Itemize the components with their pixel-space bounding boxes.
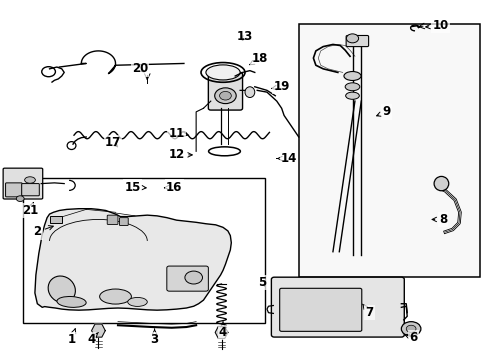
Ellipse shape: [345, 92, 359, 99]
Text: 14: 14: [277, 152, 297, 165]
Ellipse shape: [99, 289, 131, 304]
Ellipse shape: [345, 83, 360, 91]
Text: 2: 2: [33, 225, 53, 238]
Text: 19: 19: [272, 80, 290, 93]
Polygon shape: [215, 327, 228, 338]
Ellipse shape: [48, 276, 75, 303]
Circle shape: [16, 196, 24, 202]
FancyBboxPatch shape: [5, 183, 22, 197]
Text: 15: 15: [124, 181, 146, 194]
Text: 8: 8: [432, 213, 447, 226]
Ellipse shape: [245, 87, 255, 98]
FancyBboxPatch shape: [120, 218, 128, 226]
Ellipse shape: [206, 65, 240, 80]
Text: 11: 11: [169, 127, 189, 140]
Text: 16: 16: [164, 181, 182, 194]
Text: 4: 4: [219, 322, 227, 339]
Text: 17: 17: [105, 136, 121, 149]
Text: 13: 13: [237, 30, 253, 43]
FancyBboxPatch shape: [22, 184, 39, 196]
Ellipse shape: [344, 72, 361, 81]
FancyBboxPatch shape: [3, 168, 43, 199]
Text: 6: 6: [405, 331, 417, 344]
Circle shape: [220, 91, 231, 100]
Text: 7: 7: [363, 304, 374, 319]
FancyBboxPatch shape: [23, 178, 265, 323]
Text: 5: 5: [258, 276, 266, 289]
FancyBboxPatch shape: [271, 277, 404, 337]
Ellipse shape: [57, 297, 86, 307]
Circle shape: [185, 271, 202, 284]
Text: 21: 21: [22, 202, 38, 217]
Circle shape: [401, 321, 421, 336]
FancyBboxPatch shape: [208, 72, 243, 110]
Polygon shape: [35, 209, 231, 310]
Circle shape: [406, 325, 416, 332]
Polygon shape: [92, 324, 105, 337]
Text: 10: 10: [426, 19, 448, 32]
FancyBboxPatch shape: [280, 288, 362, 331]
FancyBboxPatch shape: [346, 36, 368, 46]
Text: 18: 18: [250, 52, 268, 65]
Polygon shape: [299, 24, 480, 277]
Ellipse shape: [346, 34, 359, 43]
Circle shape: [215, 88, 236, 104]
Text: 20: 20: [132, 62, 148, 75]
Text: 1: 1: [68, 329, 76, 346]
Text: 3: 3: [150, 329, 159, 346]
Text: 12: 12: [169, 148, 192, 161]
FancyBboxPatch shape: [107, 215, 118, 225]
Text: 4: 4: [87, 332, 98, 346]
Ellipse shape: [128, 297, 147, 306]
FancyBboxPatch shape: [49, 216, 62, 223]
FancyBboxPatch shape: [167, 266, 208, 291]
Ellipse shape: [24, 177, 35, 183]
Ellipse shape: [434, 176, 449, 191]
Text: 9: 9: [377, 105, 391, 118]
